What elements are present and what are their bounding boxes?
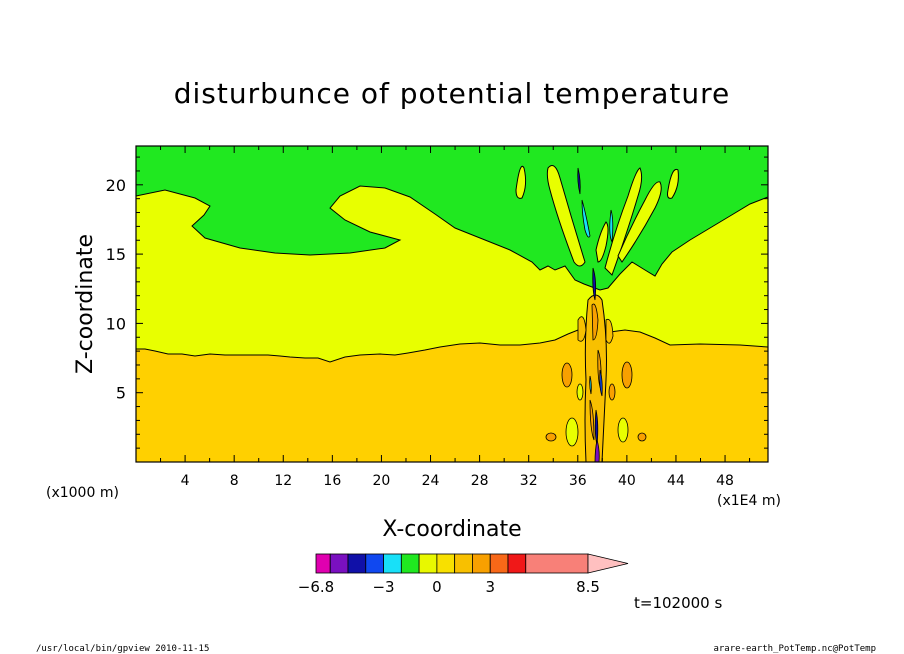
plume-f bbox=[667, 168, 679, 199]
x-tick-label-11: 48 bbox=[716, 473, 734, 489]
eddy-3 bbox=[561, 362, 573, 388]
y-tick-label-3: 20 bbox=[106, 176, 126, 195]
x-tick-label-9: 40 bbox=[618, 473, 636, 489]
x-axis-label: X-coordinate bbox=[382, 517, 521, 542]
eddy-4 bbox=[621, 361, 633, 389]
colorbar-swatch-9 bbox=[472, 553, 491, 574]
plume-d bbox=[604, 167, 643, 276]
eddy-6 bbox=[576, 383, 584, 401]
y-tick-label-0: 5 bbox=[116, 384, 126, 403]
streak-navy bbox=[577, 167, 581, 195]
colorbar-label-0: −6.8 bbox=[298, 578, 334, 596]
time-label: t=102000 s bbox=[634, 594, 722, 612]
eddy-7 bbox=[565, 417, 579, 447]
plume-b bbox=[546, 165, 586, 267]
colorbar-swatch-3 bbox=[365, 553, 384, 574]
y-tick-label-2: 15 bbox=[106, 245, 126, 264]
colorbar-swatch-11 bbox=[507, 553, 527, 574]
chart-title: disturbunce of potential temperature bbox=[174, 77, 731, 110]
plume-e bbox=[617, 181, 662, 263]
colorbar-label-2: 0 bbox=[432, 578, 442, 596]
x-tick-label-6: 28 bbox=[471, 473, 489, 489]
y-axis: 5 10 15 20 bbox=[106, 156, 768, 449]
x-tick-label-3: 16 bbox=[323, 473, 341, 489]
colorbar-swatch-10 bbox=[489, 553, 509, 574]
colorbar-swatch-4 bbox=[383, 553, 402, 574]
x-tick-label-4: 20 bbox=[373, 473, 391, 489]
column-purple-a bbox=[594, 439, 600, 462]
x-unit-right: (x1E4 m) bbox=[717, 493, 781, 509]
y-tick-label-1: 10 bbox=[106, 314, 126, 333]
colorbar-swatch-7 bbox=[436, 553, 456, 574]
streak-cyan-a bbox=[581, 199, 591, 238]
column-navy-a bbox=[592, 267, 597, 301]
x-tick-label-7: 32 bbox=[520, 473, 538, 489]
colorbar-label-4: 8.5 bbox=[576, 578, 600, 596]
column-orange-a bbox=[591, 303, 599, 341]
colorbar-swatch-0 bbox=[315, 553, 331, 574]
plot-frame bbox=[135, 145, 769, 463]
footer-right: arare-earth_PotTemp.nc@PotTemp bbox=[713, 644, 876, 654]
colorbar-label-1: −3 bbox=[372, 578, 394, 596]
footer-left: /usr/local/bin/gpview 2010-11-15 bbox=[36, 644, 209, 654]
eddy-8 bbox=[617, 417, 629, 443]
colorbar-swatch-8 bbox=[454, 553, 473, 574]
x-tick-label-0: 4 bbox=[181, 473, 190, 489]
eddy-9 bbox=[545, 432, 557, 442]
colorbar: −6.8 −3 0 3 8.5 bbox=[298, 553, 629, 596]
eddy-2 bbox=[605, 318, 614, 344]
colorbar-label-3: 3 bbox=[485, 578, 495, 596]
colorbar-swatch-1 bbox=[329, 553, 349, 574]
x-axis: 4 8 12 16 20 24 28 32 36 40 44 48 bbox=[160, 146, 751, 489]
streak-cyan-b bbox=[609, 209, 614, 244]
x-tick-label-2: 12 bbox=[274, 473, 292, 489]
colorbar-swatch-12 bbox=[525, 553, 589, 574]
column-cyan-a bbox=[589, 375, 592, 395]
column-blue-a bbox=[599, 369, 603, 397]
x-tick-label-8: 36 bbox=[569, 473, 587, 489]
x-tick-label-10: 44 bbox=[667, 473, 685, 489]
x-tick-label-5: 24 bbox=[422, 473, 440, 489]
colorbar-swatch-5 bbox=[400, 553, 420, 574]
x-unit-left: (x1000 m) bbox=[46, 485, 119, 501]
colorbar-swatch-6 bbox=[418, 553, 438, 574]
eddy-1 bbox=[577, 316, 587, 342]
eddy-5 bbox=[608, 383, 616, 401]
column-orange-c bbox=[589, 399, 595, 441]
colorbar-extend-arrow bbox=[587, 553, 629, 574]
plume-c bbox=[595, 221, 609, 263]
eddy-10 bbox=[637, 432, 647, 442]
colorbar-swatch-2 bbox=[347, 553, 367, 574]
y-axis-label: Z-coordinate bbox=[73, 234, 98, 374]
plume-a bbox=[515, 165, 527, 199]
x-tick-label-1: 8 bbox=[230, 473, 239, 489]
